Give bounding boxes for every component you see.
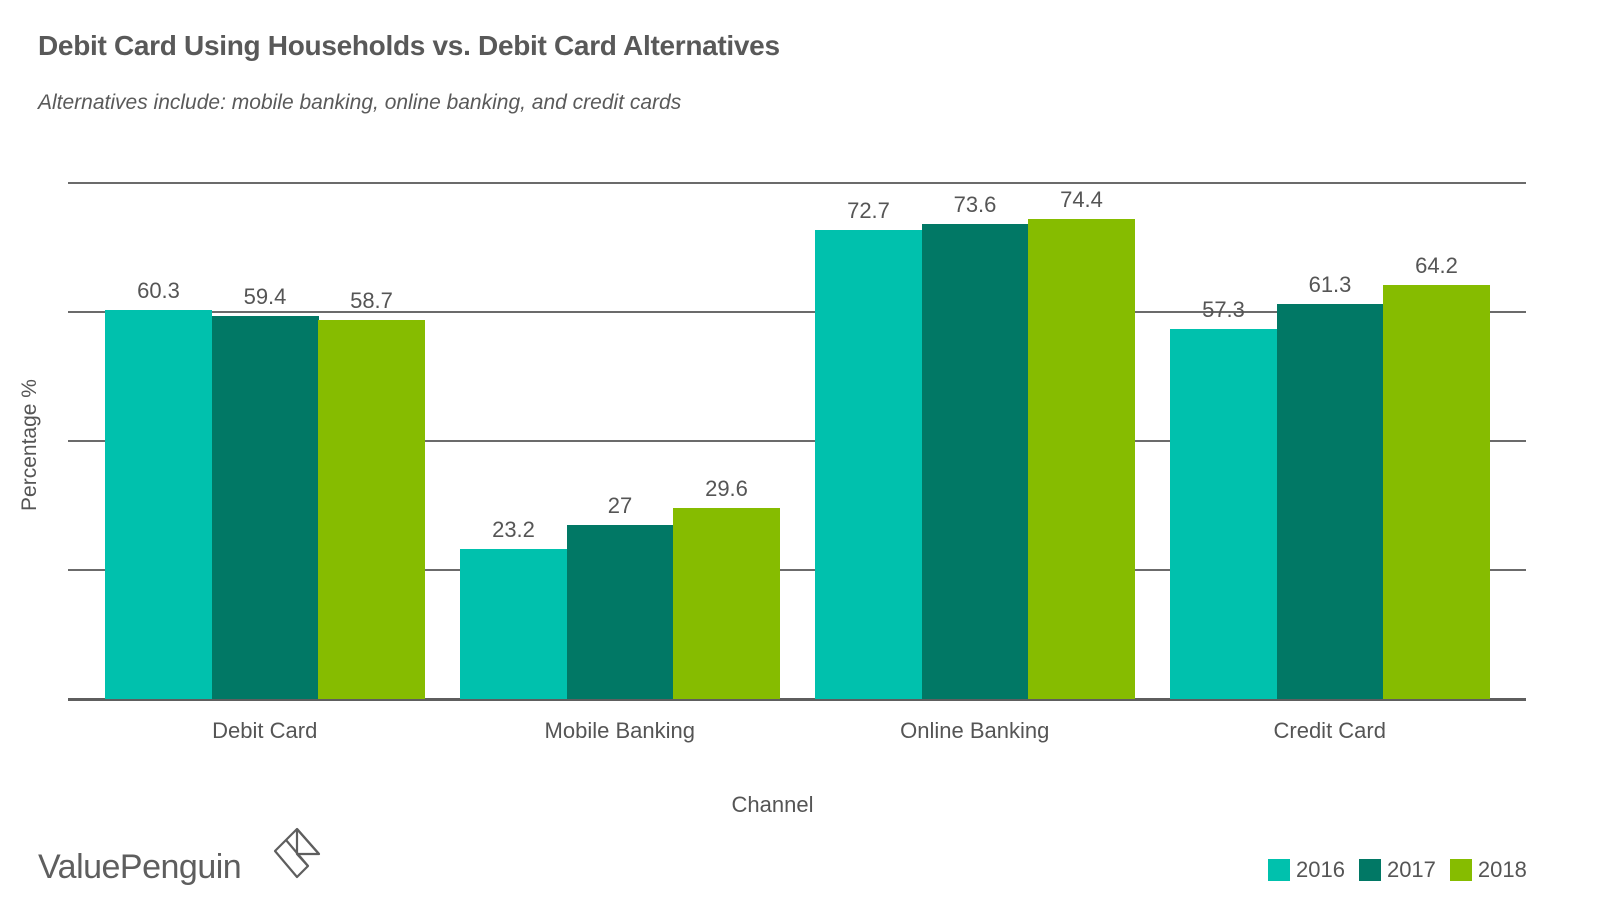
category-label: Credit Card [1273, 718, 1386, 743]
bar-value-label: 23.2 [492, 517, 535, 543]
chart-subtitle: Alternatives include: mobile banking, on… [38, 91, 682, 114]
legend-swatch [1268, 859, 1290, 881]
bar-value-label: 29.6 [705, 476, 748, 502]
valuepenguin-diamond-logo-icon [273, 827, 321, 879]
x-axis-label: Channel [731, 792, 814, 817]
bar-credit-card-2017 [1276, 303, 1384, 699]
category-label: Online Banking [900, 718, 1050, 743]
legend: 2016 2017 2018 [1268, 857, 1541, 883]
bar-credit-card-2018 [1383, 284, 1490, 699]
bar-value-label: 73.6 [953, 192, 997, 218]
gridline [68, 311, 1526, 313]
legend-item-2017: 2017 [1358, 857, 1436, 883]
bar-value-label: 61.3 [1308, 271, 1352, 297]
bar-value-label: 57.3 [1202, 297, 1245, 323]
bar-mobile-banking-2016 [460, 549, 567, 699]
bar-value-label: 59.4 [243, 283, 287, 309]
legend-swatch [1449, 859, 1472, 881]
bar-value-label: 58.7 [350, 288, 393, 314]
gridline [68, 440, 1526, 442]
category-label: Mobile Banking [544, 718, 695, 743]
legend-item-2018: 2018 [1449, 857, 1527, 883]
bar-mobile-banking-2018 [673, 508, 780, 699]
bar-online-banking-2018 [1028, 219, 1135, 699]
bar-value-label: 60.3 [137, 278, 180, 304]
y-axis-label: Percentage % [18, 379, 41, 511]
bar-debit-card-2016 [105, 310, 212, 699]
legend-label: 2018 [1477, 857, 1527, 882]
legend-label: 2017 [1386, 857, 1436, 882]
bar-online-banking-2017 [921, 224, 1029, 699]
bar-value-label: 27 [607, 492, 633, 518]
bar-value-label: 74.4 [1060, 187, 1103, 213]
brand-logo-text: ValuePenguin [38, 848, 242, 886]
gridline [68, 182, 1526, 184]
legend-item-2016: 2016 [1268, 857, 1345, 883]
gridline [68, 569, 1526, 571]
legend-swatch [1358, 859, 1381, 881]
bar-mobile-banking-2017 [566, 524, 674, 699]
chart-title: Debit Card Using Households vs. Debit Ca… [38, 30, 780, 61]
bar-value-label: 72.7 [847, 198, 890, 224]
bar-credit-card-2016 [1170, 329, 1277, 699]
bar-debit-card-2017 [211, 315, 319, 699]
legend-label: 2016 [1296, 857, 1345, 882]
bar-value-label: 64.2 [1415, 252, 1458, 278]
category-label: Debit Card [212, 718, 318, 743]
x-axis-baseline [68, 698, 1526, 701]
bar-online-banking-2016 [815, 230, 922, 699]
bar-debit-card-2018 [318, 320, 425, 699]
